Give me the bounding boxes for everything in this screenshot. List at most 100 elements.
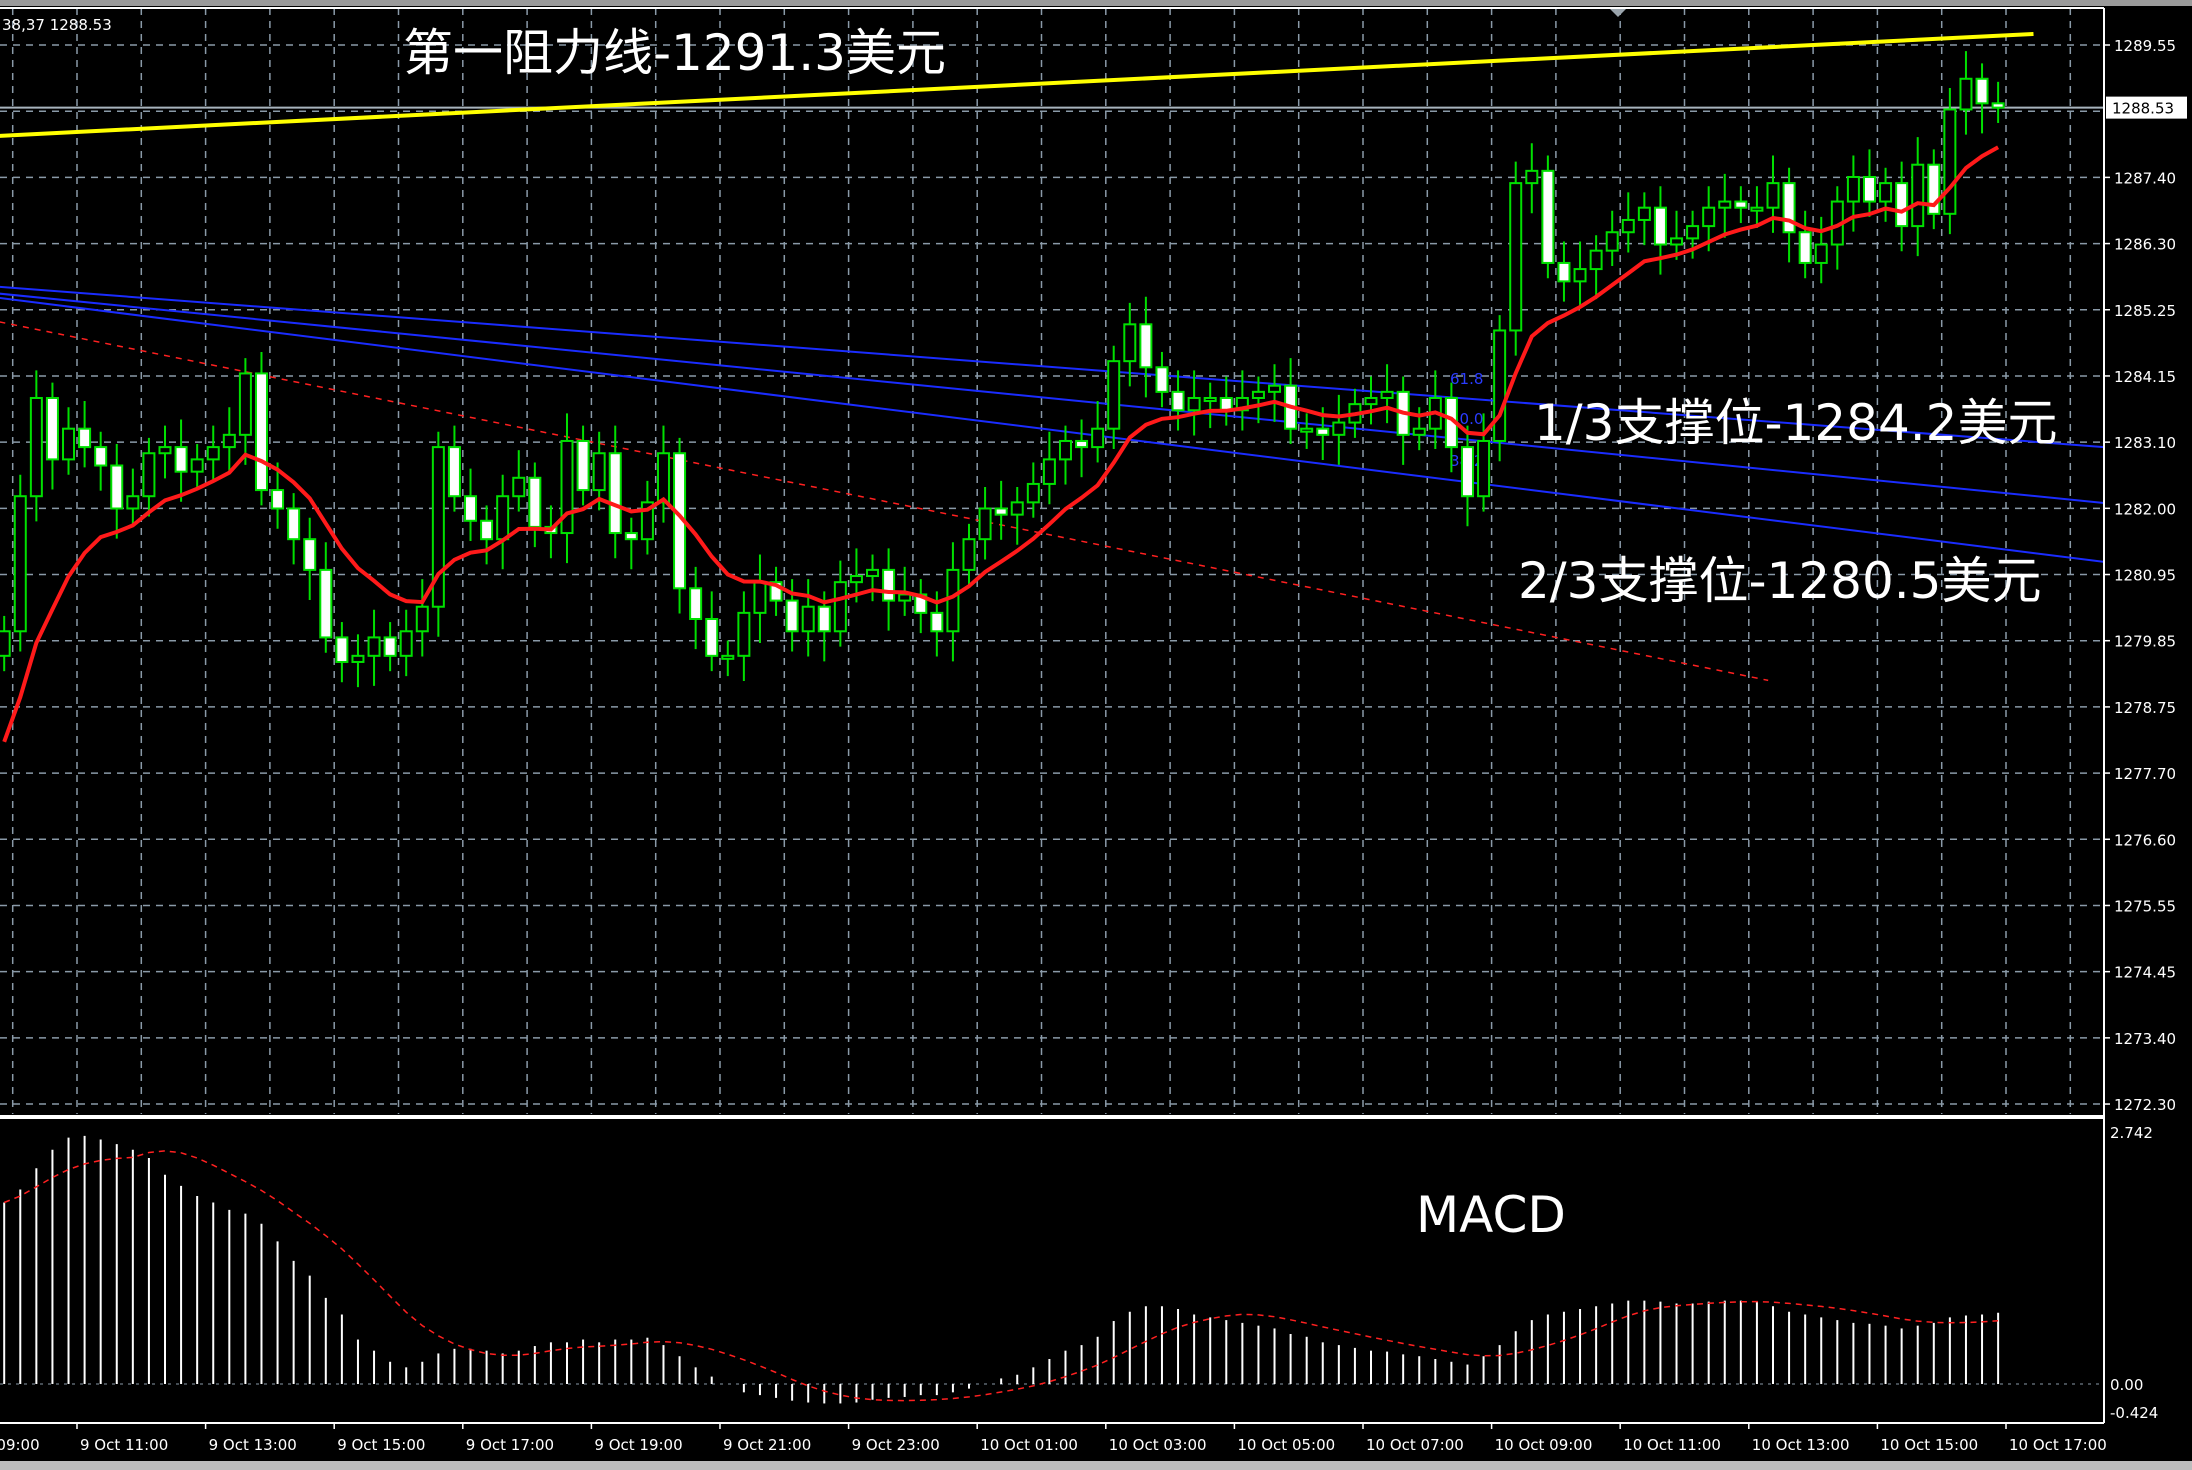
macd-signal-line: [3, 1150, 1999, 1402]
candle-bullish: [158, 425, 172, 479]
candle-body: [930, 611, 944, 633]
candle-bearish: [45, 382, 59, 490]
candle-body: [1107, 360, 1121, 430]
candle-bullish: [833, 560, 847, 647]
candle-body: [1525, 169, 1539, 185]
price-axis-label: 1286.30: [2114, 236, 2176, 254]
candle-body: [1718, 200, 1732, 209]
candle-body: [94, 446, 108, 467]
macd-axis-label-max: 2.742: [2110, 1124, 2153, 1142]
candle-body: [1605, 231, 1619, 252]
macd-axis-label-zero: 0.00: [2110, 1376, 2143, 1394]
candle-body: [1171, 390, 1185, 412]
candle-body: [1734, 200, 1748, 209]
candle-body: [1557, 261, 1571, 283]
candle-body: [1702, 206, 1716, 228]
candle-body: [1766, 182, 1780, 209]
price-axis-label: 1277.70: [2114, 765, 2176, 783]
candle-bearish: [1139, 296, 1153, 398]
time-axis-label: 10 Oct 17:00: [2009, 1436, 2107, 1454]
resistance-line: [0, 31, 2034, 138]
price-axis-label: 1273.40: [2114, 1030, 2176, 1048]
candle-body: [158, 446, 172, 455]
candle-bullish: [1509, 161, 1523, 356]
candle-bearish: [673, 437, 687, 614]
time-axis-label: 10 Oct 05:00: [1237, 1436, 1335, 1454]
candle-body: [640, 501, 654, 541]
candle-bullish: [190, 444, 204, 488]
candle-body: [447, 446, 461, 498]
macd-panel: [0, 1135, 2104, 1404]
candle-body: [705, 617, 719, 657]
candle-body: [785, 599, 799, 633]
macd-annotation: MACD: [1416, 1186, 1566, 1244]
candle-bullish: [1251, 376, 1265, 424]
price-axis-label: 1282.00: [2114, 500, 2176, 518]
candle-bullish: [1637, 192, 1651, 246]
candle-bearish: [1782, 167, 1796, 263]
candle-body: [335, 636, 349, 663]
candle-bullish: [1300, 413, 1314, 449]
candle-bullish: [126, 468, 140, 524]
candle-body: [1203, 396, 1217, 402]
candle-bullish: [1026, 462, 1040, 518]
candle-body: [319, 568, 333, 639]
time-axis-label: 10 Oct 09:00: [1495, 1436, 1593, 1454]
candle-bullish: [1364, 376, 1378, 425]
candle-bearish: [689, 566, 703, 650]
candle-body: [1460, 446, 1474, 498]
candle-bullish: [1959, 51, 1973, 135]
candle-bullish: [1718, 173, 1732, 238]
candles: [0, 51, 2005, 743]
candle-bearish: [94, 431, 108, 491]
candle-bullish: [866, 554, 880, 602]
candle-body: [1187, 396, 1201, 412]
candle-bearish: [544, 505, 558, 559]
candle-bearish: [1171, 370, 1185, 431]
fib-channel-line: [0, 296, 2104, 563]
candle-bearish: [1734, 186, 1748, 224]
candle-body: [1042, 458, 1056, 485]
candle-body: [560, 439, 574, 535]
candle-body: [801, 605, 815, 633]
candle-body: [624, 532, 638, 541]
candle-bearish: [480, 505, 494, 565]
candle-bullish: [721, 640, 735, 677]
candle-bearish: [705, 591, 719, 672]
candle-body: [222, 433, 236, 449]
candle-body: [1010, 501, 1024, 516]
candle-bullish: [415, 579, 429, 657]
candle-body: [1959, 77, 1973, 111]
candle-bearish: [624, 517, 638, 570]
candle-bullish: [62, 407, 76, 475]
candle-body: [882, 568, 896, 602]
price-axis-label: 1278.75: [2114, 699, 2176, 717]
candle-bearish: [785, 579, 799, 652]
candle-bullish: [1879, 167, 1893, 222]
candle-bullish: [222, 407, 236, 473]
candle-bearish: [1798, 210, 1812, 279]
candle-bullish: [206, 425, 220, 480]
candle-body: [1541, 169, 1555, 264]
candle-bearish: [1155, 351, 1169, 408]
candle-bullish: [560, 413, 574, 564]
candle-bearish: [1991, 81, 2005, 123]
candle-body: [1268, 384, 1282, 393]
candle-body: [1573, 268, 1587, 283]
candle-body: [1058, 439, 1072, 461]
time-axis-label: 9 Oct 11:00: [80, 1436, 168, 1454]
grid: [0, 8, 2104, 1114]
candle-bearish: [1862, 149, 1876, 217]
time-axis-label: 9 Oct 17:00: [466, 1436, 554, 1454]
candle-bearish: [303, 517, 317, 600]
chart-shift-marker-icon: [1610, 9, 1626, 17]
candle-bearish: [335, 622, 349, 683]
candle-bullish: [351, 634, 365, 688]
candle-body: [1750, 206, 1764, 212]
macd-axis-label-min: -0.424: [2110, 1404, 2158, 1422]
candle-bullish: [656, 425, 670, 523]
candle-body: [1509, 182, 1523, 332]
candle-body: [1091, 427, 1105, 449]
candle-body: [1911, 163, 1925, 228]
